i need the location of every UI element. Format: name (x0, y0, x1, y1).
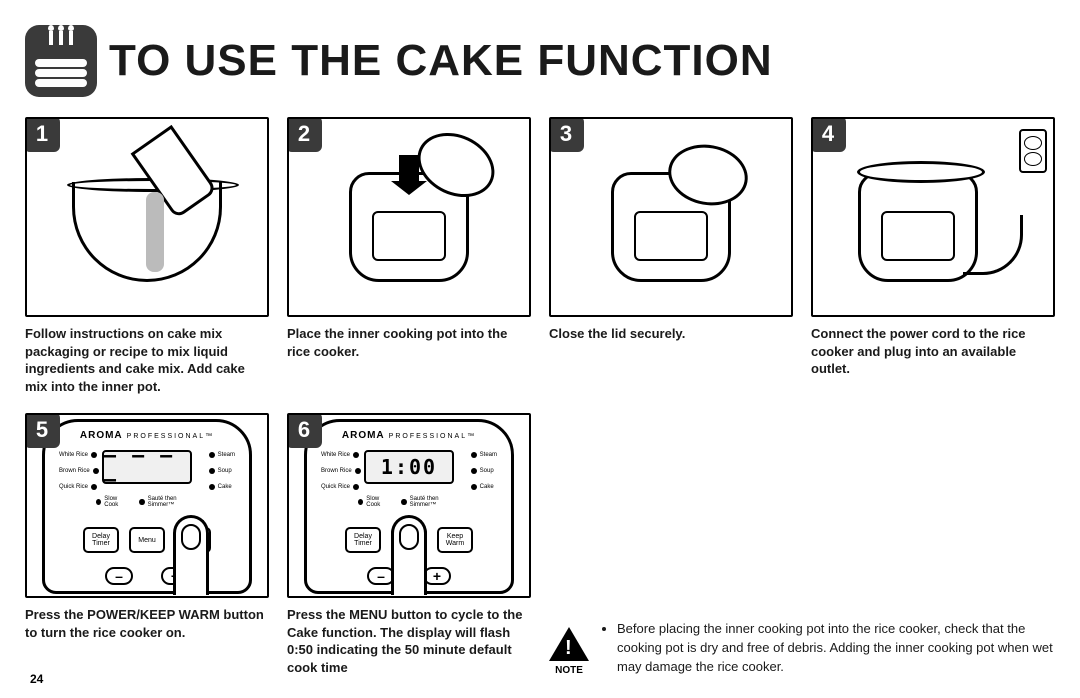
step-1: 1 Follow instructions on cake mix packag… (25, 117, 269, 395)
step-number-badge: 1 (25, 117, 60, 152)
panel-display: – – – – (102, 450, 192, 484)
step-2: 2 Place the inner cooking pot into the r… (287, 117, 531, 395)
control-panel: AROMAProfessional™ 1:00 White Rice Brown… (304, 419, 514, 594)
step-3: 3 Close the lid securely. (549, 117, 793, 395)
warning-block: NOTE (549, 627, 589, 676)
outlet-icon (1019, 129, 1047, 173)
step-1-caption: Follow instructions on cake mix packagin… (25, 325, 269, 395)
note-section: NOTE Before placing the inner cooking po… (549, 413, 1055, 676)
page-title: TO USE THE CAKE FUNCTION (109, 36, 773, 86)
note-bullet: Before placing the inner cooking pot int… (617, 620, 1055, 677)
step-3-caption: Close the lid securely. (549, 325, 793, 343)
delay-timer-button: Delay Timer (345, 527, 381, 553)
panel-display: 1:00 (364, 450, 454, 484)
page-header: TO USE THE CAKE FUNCTION (25, 25, 1055, 97)
cake-icon (25, 25, 97, 97)
step-2-caption: Place the inner cooking pot into the ric… (287, 325, 531, 360)
warning-icon (549, 627, 589, 661)
plus-button: + (423, 567, 451, 585)
delay-timer-button: Delay Timer (83, 527, 119, 553)
step-number-badge: 6 (287, 413, 322, 448)
step-number-badge: 2 (287, 117, 322, 152)
minus-button: – (105, 567, 133, 585)
step-5: 5 AROMAProfessional™ – – – – White Rice … (25, 413, 269, 676)
step-4-caption: Connect the power cord to the rice cooke… (811, 325, 1055, 378)
step-3-image: 3 (549, 117, 793, 317)
step-4: 4 Connect the power cord to the rice coo… (811, 117, 1055, 395)
page-number: 24 (30, 672, 43, 686)
brand-label: AROMA (342, 430, 385, 441)
step-4-image: 4 (811, 117, 1055, 317)
note-text: Before placing the inner cooking pot int… (601, 620, 1055, 677)
step-number-badge: 3 (549, 117, 584, 152)
finger-icon (173, 515, 209, 595)
steps-grid: 1 Follow instructions on cake mix packag… (25, 117, 1055, 676)
step-6-image: 6 AROMAProfessional™ 1:00 White Rice Bro… (287, 413, 531, 598)
brand-sub-label: Professional™ (127, 433, 214, 440)
step-2-image: 2 (287, 117, 531, 317)
step-number-badge: 4 (811, 117, 846, 152)
step-6-caption: Press the MENU button to cycle to the Ca… (287, 606, 531, 676)
step-5-caption: Press the POWER/KEEP WARM button to turn… (25, 606, 269, 641)
step-number-badge: 5 (25, 413, 60, 448)
brand-sub-label: Professional™ (389, 433, 476, 440)
control-panel: AROMAProfessional™ – – – – White Rice Br… (42, 419, 252, 594)
brand-label: AROMA (80, 430, 123, 441)
step-5-image: 5 AROMAProfessional™ – – – – White Rice … (25, 413, 269, 598)
finger-icon (391, 515, 427, 595)
step-6: 6 AROMAProfessional™ 1:00 White Rice Bro… (287, 413, 531, 676)
note-label: NOTE (549, 665, 589, 676)
menu-button: Menu (129, 527, 165, 553)
step-1-image: 1 (25, 117, 269, 317)
keep-warm-button: Keep Warm (437, 527, 473, 553)
